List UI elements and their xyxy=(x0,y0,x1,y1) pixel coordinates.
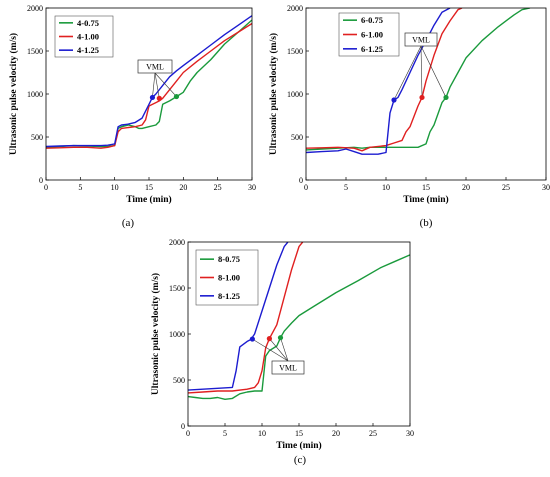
legend-label-4-0.75: 4-0.75 xyxy=(77,18,99,28)
x-tick-label: 20 xyxy=(462,183,470,192)
marker-4-1.25 xyxy=(149,94,156,101)
x-tick-label: 30 xyxy=(248,183,256,192)
y-tick-label: 500 xyxy=(291,133,303,142)
annotation-box xyxy=(137,59,173,74)
y-tick-label: 1500 xyxy=(169,284,185,293)
legend-label-6-0.75: 6-0.75 xyxy=(361,15,383,25)
x-tick-label: 5 xyxy=(78,183,82,192)
y-tick-label: 1000 xyxy=(287,90,303,99)
y-tick-label: 2000 xyxy=(27,4,43,13)
y-axis-title: Ultrasonic pulse velocity (m/s) xyxy=(8,33,19,155)
marker-8-0.75 xyxy=(277,335,284,341)
marker-4-1.00 xyxy=(156,95,162,101)
annotation-leader-6-1.25 xyxy=(393,45,422,101)
marker-6-1.25 xyxy=(391,97,397,103)
x-tick-label: 30 xyxy=(406,429,414,438)
y-tick-label: 500 xyxy=(31,133,43,142)
legend-label-4-1.25: 4-1.25 xyxy=(77,45,99,55)
panel-caption: (c) xyxy=(294,454,307,466)
y-tick-label: 1000 xyxy=(27,90,43,99)
annotation-leader-8-1.00 xyxy=(269,338,289,362)
panel-caption: (b) xyxy=(420,217,433,229)
annotation-leader-6-1.00 xyxy=(420,45,423,98)
x-tick-label: 5 xyxy=(344,183,348,192)
y-tick-label: 0 xyxy=(181,422,185,431)
legend-label-6-1.25: 6-1.25 xyxy=(361,44,383,54)
chart-panel-2: VML 0 5 10 15 20 25 30 0 500 1000 1500 2000 Time (min… xyxy=(268,4,550,229)
y-tick-label: 0 xyxy=(299,176,303,185)
annotation-leader-8-0.75 xyxy=(280,337,289,362)
x-tick-label: 15 xyxy=(295,429,303,438)
series-line-6-0.75 xyxy=(306,8,531,151)
x-tick-label: 10 xyxy=(258,429,266,438)
x-tick-label: 0 xyxy=(186,429,190,438)
annotation-leader-4-1.25 xyxy=(152,72,156,98)
annotation-box xyxy=(271,360,305,375)
annotation-label: VML xyxy=(279,364,297,373)
legend-label-8-1.00: 8-1.00 xyxy=(218,273,240,283)
x-axis-title: Time (min) xyxy=(126,194,171,205)
y-axis-title: Ultrasonic pulse velocity (m/s) xyxy=(150,273,161,395)
marker-6-0.75 xyxy=(443,94,449,101)
x-tick-label: 15 xyxy=(422,183,430,192)
marker-8-1.25 xyxy=(249,336,255,342)
y-tick-label: 500 xyxy=(173,376,185,385)
x-tick-label: 10 xyxy=(382,183,390,192)
annotation-box xyxy=(404,32,438,47)
x-tick-label: 0 xyxy=(44,183,48,192)
y-tick-label: 1000 xyxy=(169,330,185,339)
x-tick-label: 20 xyxy=(179,183,187,192)
x-axis-title: Time (min) xyxy=(276,440,321,451)
legend-label-4-1.00: 4-1.00 xyxy=(77,32,99,42)
annotation-leader-6-0.75 xyxy=(420,45,447,98)
x-tick-label: 20 xyxy=(332,429,340,438)
x-tick-label: 25 xyxy=(502,183,510,192)
series-line-8-0.75 xyxy=(188,254,410,400)
legend-label-8-1.25: 8-1.25 xyxy=(218,291,240,301)
panel-caption: (a) xyxy=(122,217,135,229)
series-line-4-0.75 xyxy=(46,19,252,148)
y-tick-label: 0 xyxy=(39,176,43,185)
y-tick-label: 1500 xyxy=(27,47,43,56)
x-tick-label: 15 xyxy=(145,183,153,192)
annotation-label: VML xyxy=(146,63,164,72)
annotation-leader-4-0.75 xyxy=(154,72,177,97)
marker-6-1.00 xyxy=(419,94,425,101)
x-tick-label: 5 xyxy=(223,429,227,438)
series-line-4-1.25 xyxy=(46,15,252,148)
series-line-8-1.25 xyxy=(188,242,289,391)
marker-4-0.75 xyxy=(173,93,180,100)
y-tick-label: 2000 xyxy=(287,4,303,13)
x-tick-label: 25 xyxy=(369,429,377,438)
y-axis-title: Ultrasonic pulse velocity (m/s) xyxy=(268,33,279,155)
x-tick-label: 30 xyxy=(542,183,550,192)
annotation-leader-8-1.25 xyxy=(252,338,289,362)
y-tick-label: 1500 xyxy=(287,47,303,56)
legend-label-8-0.75: 8-0.75 xyxy=(218,254,240,264)
chart-panel-1: VML 0 5 10 15 20 25 30 0 500 1000 1500 2000 Time (min… xyxy=(8,4,256,229)
y-tick-label: 2000 xyxy=(169,238,185,247)
x-tick-label: 0 xyxy=(304,183,308,192)
chart-panel-3: VML 0 5 10 15 20 25 30 0 500 1000 1500 2000 Time (min… xyxy=(150,238,414,466)
marker-8-1.00 xyxy=(266,336,272,342)
x-tick-label: 10 xyxy=(111,183,119,192)
annotation-label: VML xyxy=(412,36,430,45)
series-line-6-1.00 xyxy=(306,8,463,152)
series-line-8-1.00 xyxy=(188,242,304,394)
x-axis-title: Time (min) xyxy=(403,194,448,205)
legend-label-6-1.00: 6-1.00 xyxy=(361,30,383,40)
annotation-leader-4-1.00 xyxy=(154,72,160,99)
x-tick-label: 25 xyxy=(214,183,222,192)
series-line-4-1.00 xyxy=(46,22,252,149)
